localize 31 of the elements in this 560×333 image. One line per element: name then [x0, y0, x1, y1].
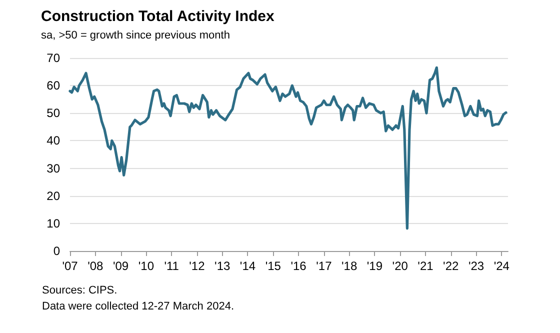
- source-note: Sources: CIPS.: [42, 284, 118, 296]
- x-tick-label: '14: [240, 259, 256, 273]
- x-tick-label: '13: [214, 259, 230, 273]
- y-tick-label: 70: [46, 51, 60, 65]
- text: Data were collected 12-27 March 2024.: [42, 300, 234, 312]
- y-tick-label: 50: [46, 106, 60, 120]
- x-tick-label: '21: [418, 259, 434, 273]
- line-series: [68, 66, 508, 230]
- x-tick-label: '18: [341, 259, 358, 273]
- x-tick-label: '08: [88, 259, 104, 273]
- x-tick-label: '20: [392, 259, 408, 273]
- chart-title: Construction Total Activity Index: [41, 8, 276, 25]
- y-tick-label: 0: [53, 244, 60, 258]
- x-tick-label: '22: [443, 259, 460, 273]
- x-tick-label: '11: [164, 259, 180, 273]
- x-tick-label: '24: [494, 259, 510, 273]
- x-tick-label: '16: [290, 259, 307, 273]
- chart-subtitle: sa, >50 = growth since previous month: [41, 30, 230, 42]
- y-tick-label: 40: [46, 134, 60, 148]
- x-tick-label: '12: [189, 259, 206, 273]
- y-tick-label: 20: [46, 188, 60, 203]
- x-tick-label: '07: [62, 259, 78, 273]
- x-tick-label: '15: [265, 259, 282, 273]
- y-tick-label: 10: [46, 216, 60, 230]
- x-tick-label: '09: [112, 259, 129, 273]
- x-tick-label: '17: [316, 259, 332, 273]
- y-tick-label: 30: [46, 161, 60, 176]
- x-tick-label: '19: [366, 259, 383, 273]
- x-tick-label: '23: [468, 259, 484, 273]
- x-tick-label: '10: [138, 259, 154, 273]
- y-tick-label: 60: [46, 78, 60, 93]
